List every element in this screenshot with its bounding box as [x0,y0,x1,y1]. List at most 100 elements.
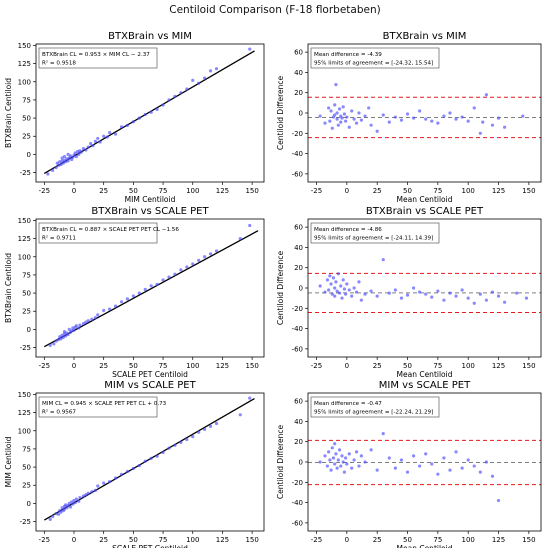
data-point [333,442,337,446]
x-tick-label: 0 [345,536,349,544]
x-tick-label: 50 [129,362,138,370]
y-tick-label: 60 [294,398,303,406]
y-tick-label: 150 [18,42,31,50]
data-point [381,431,385,436]
annotation-text: 95% limits of agreement = [-22.24, 21.29… [314,410,433,416]
plot-area [43,47,255,176]
data-point [137,464,141,468]
data-point [191,78,195,82]
data-point [86,145,90,149]
data-point [331,276,336,280]
data-point [387,291,391,295]
data-point [411,454,416,458]
data-point [496,498,501,503]
data-point [342,112,347,116]
annotation-box: Mean difference = -4.86 95% limits of agr… [310,222,440,244]
data-point [340,116,344,120]
data-point [333,113,337,117]
annotation-box: BTXBrain CL = 0.887 × SCALE PET PET CL −… [38,222,179,244]
y-axis-label: BTXBrain Centiloid [4,78,13,148]
x-tick-label: -25 [311,187,322,195]
x-tick-label: 100 [186,362,199,370]
data-point [102,308,106,313]
data-point [387,456,391,460]
annotation-frame [38,222,158,244]
x-tick-label: 0 [72,536,76,544]
data-point [478,292,482,296]
x-tick-label: -25 [39,362,50,370]
data-point [149,110,153,114]
x-tick-label: 125 [492,536,505,544]
y-tick-label: -60 [292,170,303,178]
y-axis-label: Centiloid Difference [276,251,285,326]
data-point [179,91,183,95]
data-point [167,446,171,450]
chart-panel-5: MIM vs SCALE PET -25 0 25 50 75 100 125 150 -25 0 2… [4,380,265,548]
y-axis-label: MIM Centiloid [4,436,13,487]
data-point [96,484,100,488]
data-point [78,323,82,327]
data-point [472,301,476,305]
data-point [359,118,363,122]
data-point [167,98,171,102]
data-point [197,81,201,85]
y-axis-label: Centiloid Difference [276,76,285,151]
data-point [54,339,58,343]
x-tick-label: -25 [39,536,50,544]
x-tick-label: 150 [522,187,535,195]
data-point [454,117,458,121]
plot-frame [35,392,265,532]
y-tick-label: 60 [294,49,303,57]
chart-title: BTXBrain vs SCALE PET [91,206,209,217]
regression-line [44,230,259,348]
data-point [359,298,363,302]
data-point [339,284,343,288]
data-point [173,443,177,447]
data-point [66,332,70,337]
data-point [203,427,207,431]
data-point [331,456,336,460]
data-point [72,328,76,332]
data-point [327,450,331,454]
data-point [214,67,219,71]
data-point [67,501,71,505]
data-point [86,491,90,495]
x-tick-label: 150 [245,536,258,544]
x-tick-label: 25 [373,362,382,370]
y-tick-label: 0 [299,459,303,467]
data-point [357,464,361,468]
data-point [484,298,488,302]
data-point [339,464,343,468]
data-point [333,294,337,298]
data-point [59,162,63,167]
data-point [334,280,338,284]
x-tick-label: 50 [129,536,138,544]
data-point [335,289,339,293]
data-point [96,313,100,317]
data-point [478,131,482,135]
data-point [185,437,189,442]
y-tick-label: 100 [18,78,31,86]
x-tick-label: 25 [373,536,382,544]
data-point [77,326,81,330]
y-tick-label: 75 [22,445,31,453]
data-point [131,466,135,471]
data-point [327,106,331,110]
y-tick-label: 25 [22,308,31,316]
data-point [108,131,112,135]
data-point [344,456,348,460]
data-point [369,289,373,293]
data-point [490,290,495,294]
data-point [460,288,464,292]
y-tick-label: 0 [299,110,303,118]
data-point [430,119,434,123]
annotation-box: Mean difference = -0.47 95% limits of agr… [310,396,440,418]
y-tick-label: -20 [292,130,303,138]
data-point [238,237,242,241]
annotation-box: BTXBrain CL = 0.953 × MIM CL − 2.37 R² = … [38,47,158,69]
annotation-box: MIM CL = 0.945 × SCALE PET PET CL + 0.73… [38,396,167,418]
data-point [125,297,130,301]
data-point [333,462,337,466]
y-tick-label: 0 [27,500,31,508]
